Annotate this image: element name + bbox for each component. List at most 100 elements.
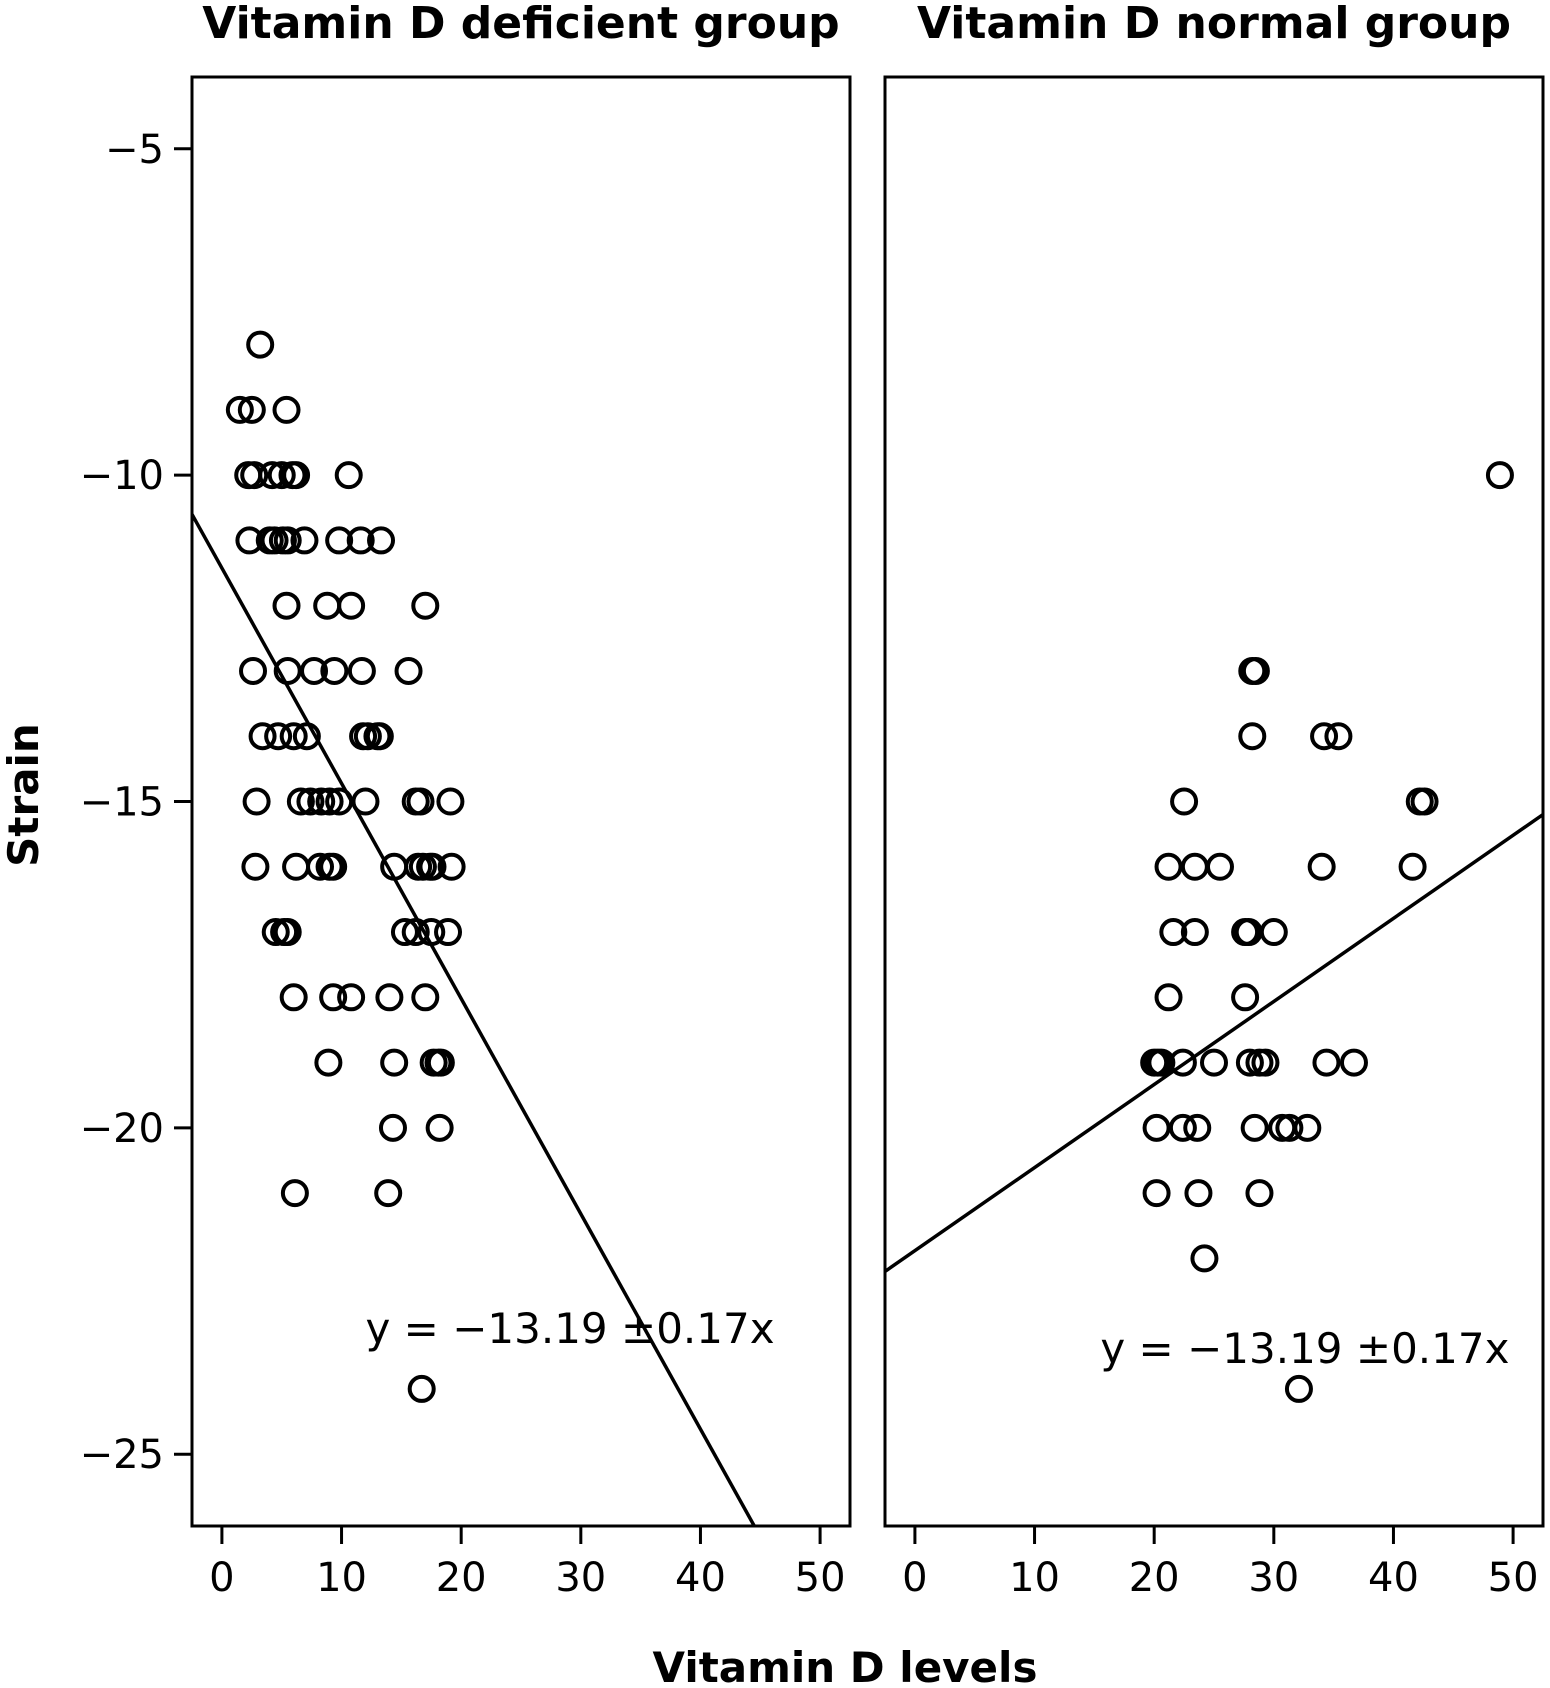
data-point — [225, 395, 254, 424]
x-tick-label: 30 — [555, 1555, 606, 1601]
data-point — [346, 526, 375, 555]
data-point — [306, 852, 335, 881]
data-point — [325, 787, 354, 816]
data-point — [1168, 1048, 1197, 1077]
data-point — [378, 1113, 407, 1142]
data-point — [279, 983, 308, 1012]
y-tick-label: −10 — [80, 453, 164, 499]
data-point — [337, 591, 366, 620]
data-point — [375, 983, 404, 1012]
x-tick-label: 10 — [1009, 1555, 1060, 1601]
y-axis-title: Strain — [0, 723, 48, 867]
data-point — [282, 852, 311, 881]
data-point — [1324, 722, 1353, 751]
data-point — [273, 656, 302, 685]
data-point — [315, 787, 344, 816]
data-point — [1200, 1048, 1228, 1077]
data-point — [286, 787, 315, 816]
data-point — [240, 461, 269, 490]
data-point — [307, 787, 336, 816]
data-point — [1205, 852, 1234, 881]
data-point — [242, 787, 271, 816]
chart-panel-1: Vitamin D deficient group 0 10 20 30 40 50 −5 −1… — [80, 0, 852, 1601]
panel-content — [192, 330, 756, 1526]
x-tick-label: 10 — [316, 1555, 367, 1601]
data-point — [347, 656, 376, 685]
data-point — [239, 656, 268, 685]
data-point — [380, 1048, 409, 1077]
data-point — [273, 526, 302, 555]
data-point — [351, 787, 380, 816]
chart-panel-2: Vitamin D normal group 0 10 20 30 40 50 y = −13… — [883, 0, 1545, 1601]
data-point — [1284, 1374, 1313, 1403]
data-point — [279, 722, 308, 751]
x-tick-label: 0 — [209, 1555, 234, 1601]
data-point — [1154, 983, 1183, 1012]
data-point — [1410, 787, 1439, 816]
data-point — [241, 852, 270, 881]
panel-content — [885, 461, 1543, 1403]
data-point — [425, 1113, 454, 1142]
data-point — [411, 983, 440, 1012]
data-point — [1168, 1113, 1197, 1142]
data-point — [1259, 918, 1288, 947]
data-point — [418, 852, 447, 881]
data-point — [1231, 983, 1260, 1012]
data-point — [1251, 1048, 1280, 1077]
x-tick-label: 40 — [675, 1555, 726, 1601]
data-point — [1312, 1048, 1341, 1077]
data-point — [319, 852, 348, 881]
data-point — [1310, 722, 1339, 751]
data-point — [325, 526, 354, 555]
data-point — [246, 330, 275, 359]
data-point — [417, 918, 446, 947]
y-tick-label: −25 — [80, 1432, 164, 1478]
x-tick-label: 40 — [1368, 1555, 1419, 1601]
regression-line — [885, 813, 1543, 1273]
regression-equation: y = −13.19 ±0.17x — [365, 1304, 774, 1353]
data-point — [261, 918, 290, 947]
data-point — [290, 526, 319, 555]
data-point — [1245, 1179, 1274, 1208]
data-point — [1142, 1179, 1171, 1208]
data-point — [390, 918, 419, 947]
x-tick-label: 20 — [436, 1555, 487, 1601]
data-point — [1159, 918, 1188, 947]
data-point — [437, 852, 466, 881]
x-tick-label: 50 — [795, 1555, 846, 1601]
data-point — [1307, 852, 1336, 881]
data-point — [1180, 852, 1209, 881]
data-point — [1485, 461, 1514, 490]
data-point — [260, 526, 289, 555]
data-point — [411, 591, 440, 620]
data-point — [1184, 1179, 1213, 1208]
data-point — [406, 787, 435, 816]
data-point — [401, 918, 430, 947]
y-tick-label: −20 — [80, 1106, 164, 1152]
data-point — [1147, 1048, 1176, 1077]
data-point — [319, 983, 348, 1012]
y-tick-label: −15 — [80, 780, 164, 826]
data-point — [334, 461, 363, 490]
data-point — [313, 591, 342, 620]
data-point — [272, 591, 301, 620]
data-point — [264, 722, 293, 751]
data-point — [1275, 1113, 1304, 1142]
data-point — [296, 787, 325, 816]
data-point — [1183, 1113, 1212, 1142]
data-point — [1339, 1048, 1368, 1077]
panel-title: Vitamin D normal group — [917, 0, 1511, 49]
data-point — [367, 526, 396, 555]
panel-title: Vitamin D deficient group — [202, 0, 839, 49]
data-point — [273, 918, 302, 947]
data-point — [292, 722, 321, 751]
data-point — [1293, 1113, 1322, 1142]
x-tick-label: 30 — [1248, 1555, 1299, 1601]
data-point — [1154, 852, 1183, 881]
data-point — [407, 1374, 436, 1403]
x-tick-label: 20 — [1129, 1555, 1180, 1601]
data-point — [1235, 1048, 1264, 1077]
data-point — [365, 722, 394, 751]
data-point — [272, 395, 301, 424]
